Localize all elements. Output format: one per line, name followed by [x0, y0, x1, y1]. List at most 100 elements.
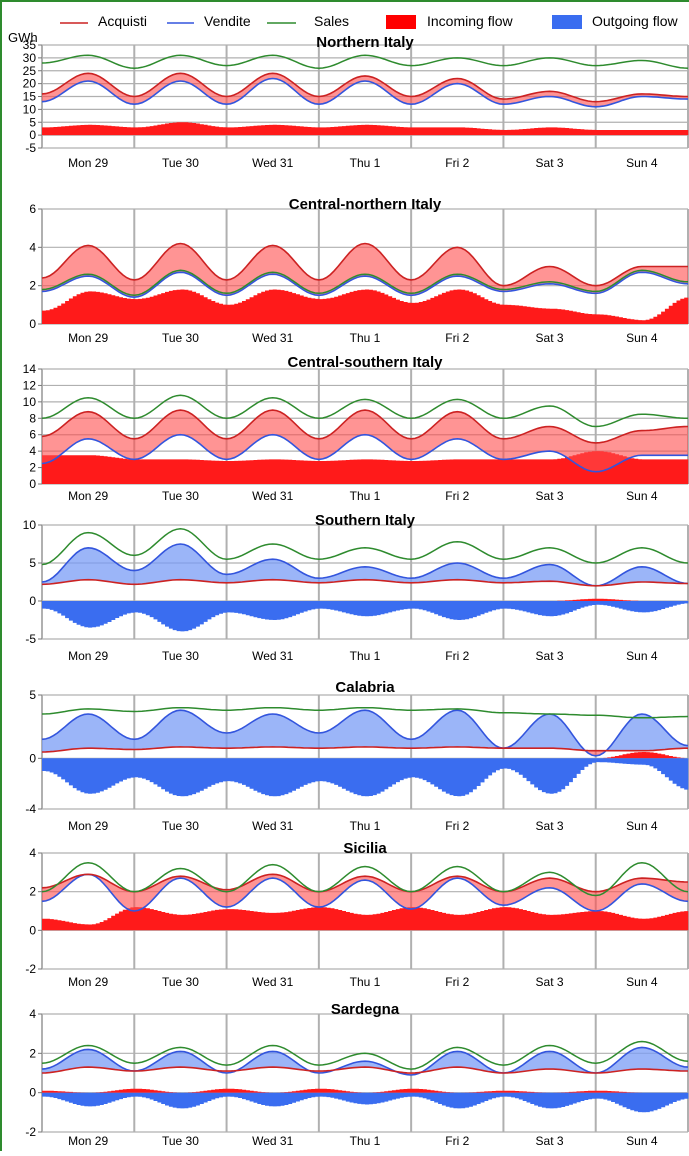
y-tick-label: 10 — [23, 395, 37, 409]
y-tick-label: 4 — [29, 1007, 36, 1021]
y-tick-label: 2 — [29, 279, 36, 293]
x-tick-label: Sun 4 — [626, 1134, 658, 1148]
legend-label-4: Outgoing flow — [592, 13, 678, 29]
y-tick-label: 0 — [29, 1086, 36, 1100]
sales-line — [42, 529, 688, 565]
incoming-flow-bars — [42, 122, 688, 135]
x-tick-label: Tue 30 — [162, 649, 199, 663]
y-tick-label: 0 — [29, 477, 36, 491]
y-tick-label: -5 — [25, 141, 36, 155]
x-tick-label: Thu 1 — [350, 819, 381, 833]
y-tick-label: 14 — [23, 362, 37, 376]
legend-label-1: Vendite — [204, 13, 251, 29]
panel-title: Sicilia — [343, 840, 387, 857]
y-tick-label: -2 — [25, 1125, 36, 1139]
x-tick-label: Mon 29 — [68, 1134, 108, 1148]
x-tick-label: Wed 31 — [252, 489, 293, 503]
x-tick-label: Mon 29 — [68, 156, 108, 170]
x-tick-label: Sun 4 — [626, 156, 658, 170]
x-tick-label: Wed 31 — [252, 819, 293, 833]
x-tick-label: Sat 3 — [536, 975, 564, 989]
y-tick-label: 2 — [29, 885, 36, 899]
y-tick-label: 8 — [29, 411, 36, 425]
legend-swatch-4 — [552, 15, 582, 29]
y-tick-label: 10 — [23, 518, 37, 532]
x-tick-label: Wed 31 — [252, 331, 293, 345]
x-tick-label: Sun 4 — [626, 975, 658, 989]
panel-3: 10 5 0 -5 Southern Italy Mon 29 Tue 30 Wed 31 Th… — [23, 512, 689, 663]
x-tick-label: Tue 30 — [162, 156, 199, 170]
x-tick-label: Fri 2 — [445, 975, 469, 989]
export-band — [42, 1047, 688, 1073]
x-tick-label: Fri 2 — [445, 489, 469, 503]
y-tick-label: 4 — [29, 444, 36, 458]
panel-6: 4 2 0 -2 Sardegna Mon 29 Tue 30 Wed 31 Thu 1 Fri … — [25, 1001, 688, 1148]
y-tick-label: 5 — [29, 556, 36, 570]
x-tick-label: Wed 31 — [252, 649, 293, 663]
x-tick-label: Fri 2 — [445, 649, 469, 663]
panel-2: 14 12 10 8 6 4 2 0 Central-southern Italy Mon 29 T… — [23, 354, 689, 503]
y-tick-label: 0 — [29, 923, 36, 937]
x-tick-label: Thu 1 — [350, 156, 381, 170]
x-tick-label: Mon 29 — [68, 331, 108, 345]
x-tick-label: Mon 29 — [68, 489, 108, 503]
y-tick-label: 2 — [29, 461, 36, 475]
legend-label-3: Incoming flow — [427, 13, 513, 29]
x-tick-label: Mon 29 — [68, 649, 108, 663]
y-tick-label: 6 — [29, 428, 36, 442]
x-tick-label: Tue 30 — [162, 331, 199, 345]
x-tick-label: Sun 4 — [626, 331, 658, 345]
panel-title: Northern Italy — [316, 34, 414, 51]
legend-label-2: Sales — [314, 13, 349, 29]
panel-title: Central-northern Italy — [289, 196, 442, 213]
x-tick-label: Thu 1 — [350, 649, 381, 663]
y-tick-label: 4 — [29, 846, 36, 860]
panel-title: Calabria — [335, 679, 395, 696]
x-tick-label: Fri 2 — [445, 819, 469, 833]
x-tick-label: Sat 3 — [536, 156, 564, 170]
x-tick-label: Tue 30 — [162, 975, 199, 989]
y-tick-label: 0 — [29, 751, 36, 765]
x-tick-label: Fri 2 — [445, 331, 469, 345]
panel-title: Southern Italy — [315, 512, 416, 529]
x-tick-label: Sun 4 — [626, 649, 658, 663]
x-tick-label: Thu 1 — [350, 1134, 381, 1148]
panel-title: Sardegna — [331, 1001, 400, 1018]
x-tick-label: Fri 2 — [445, 1134, 469, 1148]
y-tick-label: 0 — [29, 594, 36, 608]
x-tick-label: Mon 29 — [68, 819, 108, 833]
x-tick-label: Thu 1 — [350, 489, 381, 503]
sales-line — [42, 55, 688, 68]
x-tick-label: Tue 30 — [162, 1134, 199, 1148]
y-tick-label: -5 — [25, 632, 36, 646]
x-tick-label: Tue 30 — [162, 819, 199, 833]
y-tick-label: 2 — [29, 1046, 36, 1060]
legend-label-0: Acquisti — [98, 13, 147, 29]
y-tick-label: 4 — [29, 240, 36, 254]
x-tick-label: Sat 3 — [536, 331, 564, 345]
x-tick-label: Wed 31 — [252, 156, 293, 170]
outgoing-flow-bars — [42, 758, 688, 796]
outgoing-flow-bars — [42, 1093, 688, 1113]
x-tick-label: Sun 4 — [626, 819, 658, 833]
legend-swatch-3 — [386, 15, 416, 29]
panel-4: 5 0 -4 Calabria Mon 29 Tue 30 Wed 31 Thu 1 Fri 2… — [25, 679, 688, 833]
x-tick-label: Thu 1 — [350, 975, 381, 989]
y-tick-label: -4 — [25, 802, 36, 816]
y-tick-label: 12 — [23, 378, 37, 392]
x-tick-label: Thu 1 — [350, 331, 381, 345]
x-tick-label: Sun 4 — [626, 489, 658, 503]
x-tick-label: Fri 2 — [445, 156, 469, 170]
y-tick-label: -2 — [25, 962, 36, 976]
panel-title: Central-southern Italy — [287, 354, 443, 371]
incoming-flow-bars — [553, 599, 642, 601]
x-tick-label: Wed 31 — [252, 1134, 293, 1148]
y-tick-label: 5 — [29, 688, 36, 702]
x-tick-label: Tue 30 — [162, 489, 199, 503]
y-tick-label: 6 — [29, 202, 36, 216]
